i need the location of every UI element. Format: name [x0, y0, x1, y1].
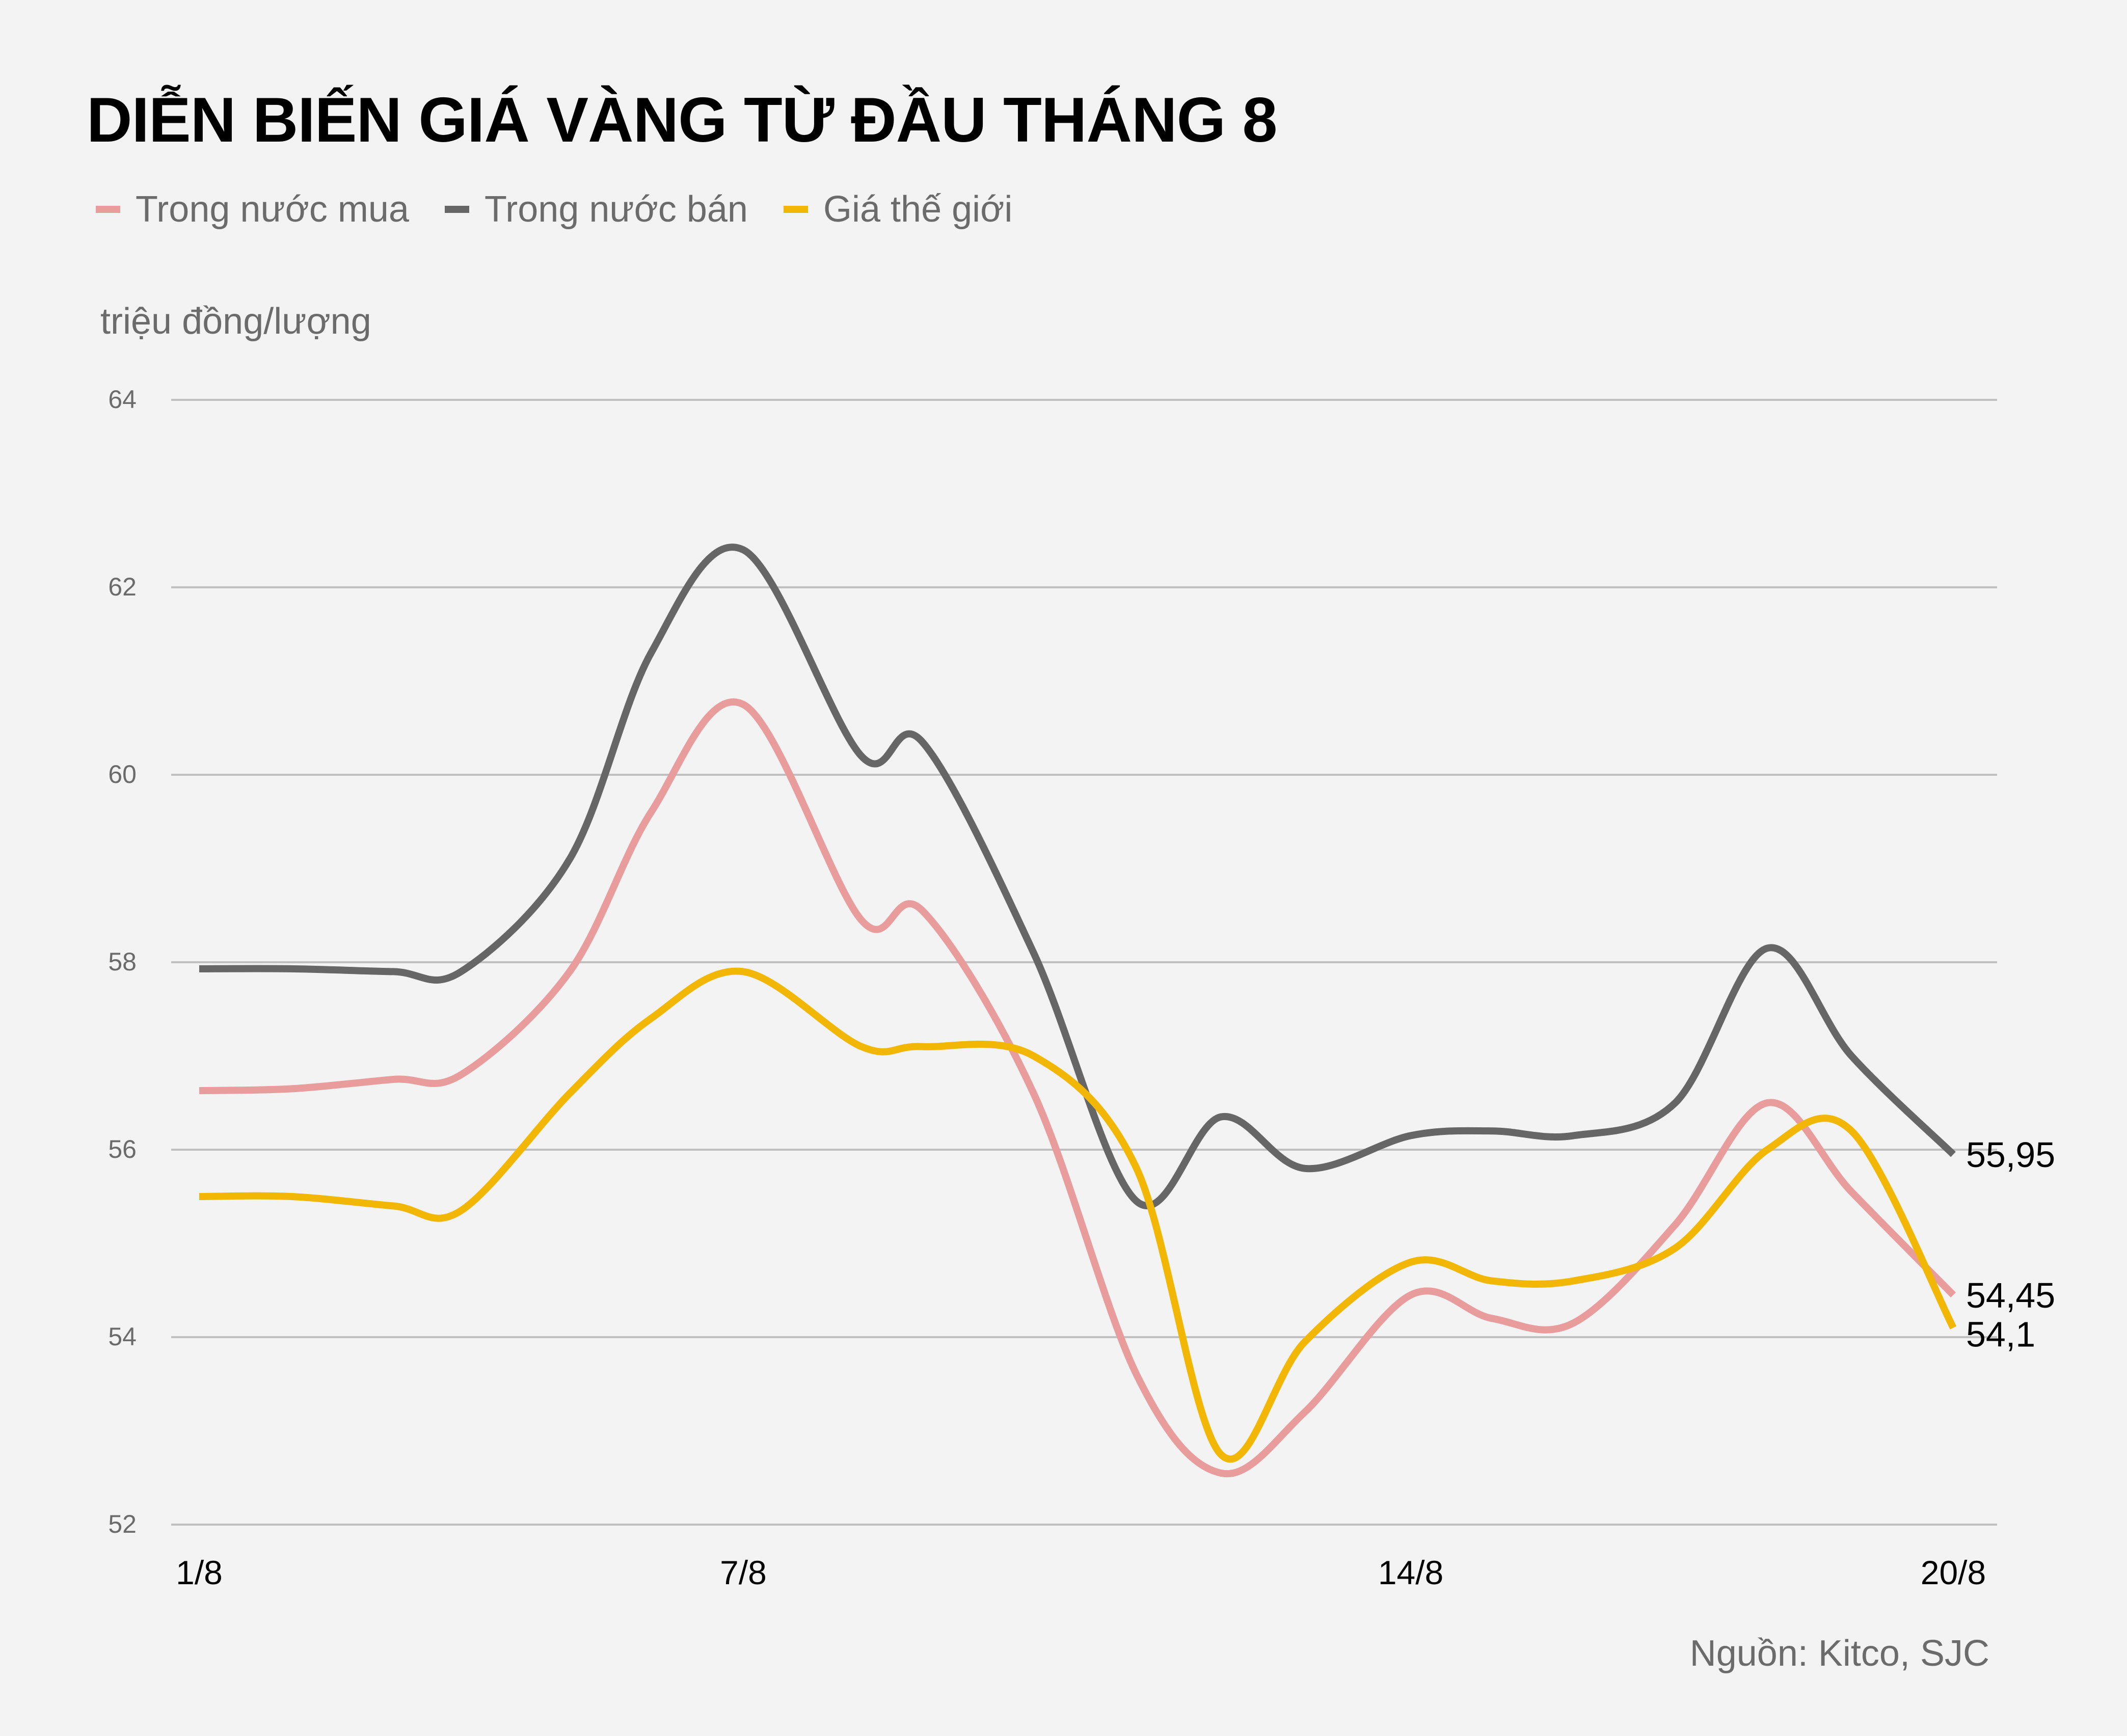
x-tick-label: 14/8 [1378, 1554, 1443, 1591]
y-tick-label: 60 [108, 760, 137, 789]
legend-item-sell: Trong nước bán [444, 188, 748, 230]
end-value-label: 54,45 [1966, 1276, 2055, 1315]
legend-item-world: Giá thế giới [783, 188, 1013, 230]
y-tick-label: 52 [108, 1510, 137, 1538]
chart-title: DIỄN BIẾN GIÁ VÀNG TỪ ĐẦU THÁNG 8 [87, 85, 1277, 155]
legend-label-sell: Trong nước bán [484, 189, 748, 230]
y-tick-label: 58 [108, 947, 137, 976]
x-tick-label: 7/8 [720, 1554, 767, 1591]
legend: Trong nước mua Trong nước bán Giá thế gi… [96, 188, 1048, 230]
legend-swatch-world [783, 206, 808, 213]
end-value-label: 54,1 [1966, 1315, 2035, 1354]
y-tick-label: 64 [108, 385, 137, 414]
y-axis-unit-label: triệu đồng/lượng [100, 301, 371, 342]
x-tick-label: 20/8 [1921, 1554, 1986, 1591]
x-tick-label: 1/8 [176, 1554, 223, 1591]
y-tick-label: 56 [108, 1135, 137, 1163]
series-line-0 [199, 698, 1956, 1478]
source-note: Nguồn: Kitco, SJC [1689, 1633, 1989, 1674]
legend-swatch-sell [444, 206, 469, 213]
end-value-label: 55,95 [1966, 1135, 2055, 1175]
series-line-1 [199, 544, 1956, 1209]
legend-swatch-buy [96, 206, 120, 213]
legend-item-buy: Trong nước mua [96, 188, 409, 230]
series-line-2 [199, 967, 1957, 1463]
legend-label-buy: Trong nước mua [136, 189, 409, 230]
legend-label-world: Giá thế giới [823, 189, 1013, 230]
y-tick-label: 62 [108, 573, 137, 601]
y-tick-label: 54 [108, 1322, 137, 1351]
